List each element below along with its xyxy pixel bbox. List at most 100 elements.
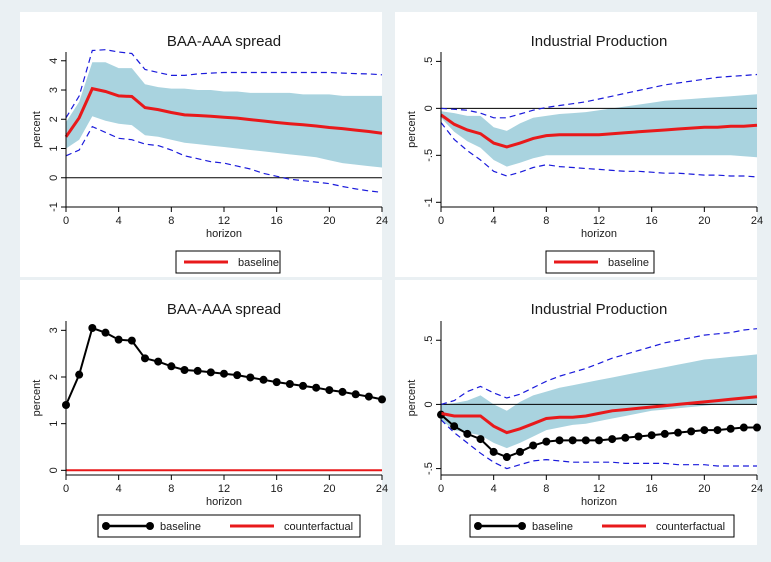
legend: baseline counterfactual — [469, 514, 735, 538]
x-tick-label: 0 — [63, 215, 69, 227]
x-tick-label: 0 — [438, 215, 444, 227]
confidence-band — [441, 94, 757, 167]
series-baseline-point — [233, 371, 242, 380]
legend-label: counterfactual — [656, 521, 725, 533]
x-tick-label: 12 — [593, 215, 605, 227]
series-baseline-point — [378, 395, 386, 404]
series-baseline-point — [739, 423, 748, 432]
series-baseline-point — [272, 378, 281, 387]
x-tick-label: 4 — [491, 215, 497, 227]
chart-title: BAA-AAA spread — [167, 33, 281, 50]
x-tick-label: 4 — [491, 483, 497, 495]
x-tick-label: 8 — [168, 215, 174, 227]
legend-swatch-point — [146, 522, 154, 530]
x-axis-label: horizon — [206, 228, 242, 240]
series-baseline-point — [167, 362, 176, 371]
x-tick-label: 20 — [323, 483, 335, 495]
x-tick-label: 16 — [646, 215, 658, 227]
series-baseline-point — [299, 381, 307, 390]
series-baseline-point — [154, 357, 163, 366]
y-tick-label: 0 — [423, 105, 435, 111]
legend: baseline — [545, 250, 655, 274]
x-tick-label: 0 — [63, 483, 69, 495]
x-tick-label: 24 — [376, 483, 388, 495]
series-baseline-point — [476, 435, 485, 444]
series-baseline-point — [608, 435, 617, 444]
x-tick-label: 20 — [698, 215, 710, 227]
ci-lower-line — [65, 125, 383, 193]
y-tick-label: 1 — [48, 145, 60, 151]
y-axis-label: percent — [406, 111, 418, 148]
series-baseline-point — [581, 436, 590, 445]
series-baseline-point — [634, 432, 643, 441]
x-tick-label: 16 — [271, 215, 283, 227]
series-baseline-point — [450, 422, 459, 431]
y-tick-label: -1 — [48, 202, 60, 212]
legend-swatch-point — [518, 522, 526, 530]
y-axis-label: percent — [406, 380, 418, 417]
y-tick-label: 3 — [48, 327, 60, 333]
y-tick-label: 4 — [48, 58, 60, 64]
series-baseline-point — [674, 428, 682, 437]
y-tick-label: 0 — [423, 401, 435, 407]
y-tick-label: .5 — [423, 336, 435, 345]
series-baseline-point — [595, 436, 603, 445]
chart-title: Industrial Production — [531, 33, 668, 50]
series-baseline-point — [726, 424, 735, 433]
series-baseline-point — [75, 370, 84, 379]
series-baseline-point — [88, 324, 97, 332]
series-baseline-point — [338, 387, 347, 396]
series-baseline-point — [114, 335, 123, 344]
legend-swatch-point — [102, 522, 110, 530]
series-baseline-point — [529, 441, 538, 450]
y-tick-label: -.5 — [423, 462, 435, 475]
series-baseline-point — [127, 336, 136, 345]
x-axis-label: horizon — [581, 496, 617, 508]
series-baseline-point — [555, 436, 564, 445]
x-tick-label: 12 — [593, 483, 605, 495]
ci-upper-line — [440, 73, 758, 119]
series-baseline-point — [753, 423, 761, 432]
legend-label: baseline — [238, 257, 279, 269]
series-baseline-point — [364, 392, 373, 401]
y-tick-label: 2 — [48, 116, 60, 122]
series-baseline-line — [440, 113, 758, 149]
x-tick-label: 8 — [543, 215, 549, 227]
x-tick-label: 8 — [168, 483, 174, 495]
ci-upper-line — [65, 49, 383, 119]
series-baseline-point — [568, 436, 577, 445]
series-baseline-point — [259, 375, 268, 384]
legend-label: counterfactual — [284, 521, 353, 533]
y-tick-label: -1 — [423, 197, 435, 207]
series-baseline-point — [101, 328, 110, 337]
x-tick-label: 20 — [323, 215, 335, 227]
x-tick-label: 4 — [116, 215, 122, 227]
legend-label: baseline — [608, 257, 649, 269]
ci-upper-line — [440, 328, 758, 405]
panel-background — [20, 280, 382, 545]
series-baseline-point — [220, 369, 228, 378]
y-tick-label: 1 — [48, 421, 60, 427]
series-baseline-point — [687, 427, 696, 436]
legend-box — [545, 250, 655, 274]
x-tick-label: 12 — [218, 483, 230, 495]
series-baseline-point — [193, 366, 202, 375]
confidence-band — [441, 354, 757, 449]
series-counterfactual-line — [440, 395, 758, 435]
series-baseline-point — [516, 447, 524, 456]
x-tick-label: 4 — [116, 483, 122, 495]
legend-box — [97, 514, 361, 538]
legend: baseline counterfactual — [97, 514, 361, 538]
y-axis-label: percent — [31, 380, 43, 417]
y-tick-label: 0 — [48, 467, 60, 473]
chart-title: BAA-AAA spread — [167, 301, 281, 318]
ci-lower-line — [440, 122, 758, 178]
x-tick-label: 24 — [376, 215, 388, 227]
chart-title: Industrial Production — [531, 301, 668, 318]
x-tick-label: 16 — [271, 483, 283, 495]
legend-label: baseline — [160, 521, 201, 533]
y-tick-label: 3 — [48, 87, 60, 93]
